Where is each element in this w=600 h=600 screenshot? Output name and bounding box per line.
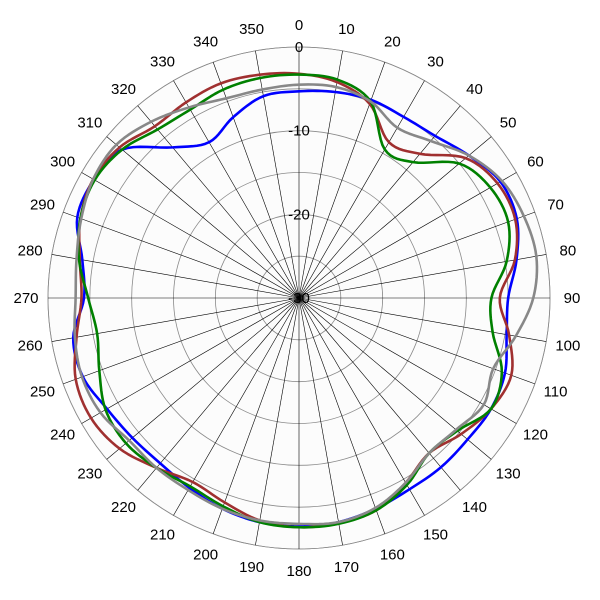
grid-spoke xyxy=(81,172,300,299)
angle-tick-label: 290 xyxy=(30,197,55,214)
angle-tick-label: 10 xyxy=(338,21,355,38)
grid-spoke xyxy=(298,297,535,385)
series-layer xyxy=(71,71,539,529)
angle-tick-label: 40 xyxy=(466,81,483,98)
angle-tick-label: 50 xyxy=(500,115,517,132)
radial-tick-label: 0 xyxy=(295,39,303,56)
angle-tick-label: 60 xyxy=(527,154,544,171)
grid-spoke xyxy=(212,297,300,534)
grid-spoke xyxy=(298,254,547,299)
grid-spoke xyxy=(81,297,300,424)
angle-tick-label: 210 xyxy=(150,526,175,543)
angle-tick-label: 350 xyxy=(239,21,264,38)
grid-spoke xyxy=(255,50,300,299)
angle-tick-label: 70 xyxy=(547,197,564,214)
angle-tick-label: 90 xyxy=(564,290,581,307)
angle-tick-label: 200 xyxy=(193,547,218,564)
grid-spoke xyxy=(51,297,300,342)
radial-tick-label: -20 xyxy=(288,206,310,223)
angle-tick-label: 0 xyxy=(295,17,303,34)
angle-tick-label: 330 xyxy=(150,54,175,71)
grid-spoke xyxy=(173,80,300,299)
angle-tick-label: 260 xyxy=(18,337,43,354)
grid-spoke xyxy=(298,297,425,516)
series-line-3 xyxy=(76,73,511,529)
angle-tick-label: 170 xyxy=(334,559,359,576)
angle-tick-label: 160 xyxy=(380,547,405,564)
angle-tick-label: 130 xyxy=(496,465,521,482)
grid-spoke xyxy=(298,297,492,460)
grid-spoke xyxy=(63,297,300,385)
grid-spoke xyxy=(106,136,300,299)
angle-tick-label: 220 xyxy=(111,499,136,516)
angle-tick-label: 110 xyxy=(544,383,568,400)
grid-spoke xyxy=(298,297,547,342)
radial-tick-label: -10 xyxy=(288,123,310,140)
angle-tick-label: 240 xyxy=(50,427,75,444)
angle-tick-label: 120 xyxy=(523,427,548,444)
angle-tick-label: 320 xyxy=(111,81,136,98)
angle-tick-label: 270 xyxy=(13,290,38,307)
grid-spoke xyxy=(298,105,461,299)
angle-tick-label: 340 xyxy=(193,33,218,50)
angle-tick-label: 250 xyxy=(30,383,55,400)
radial-tick-label: -30 xyxy=(288,290,310,307)
angle-tick-label: 80 xyxy=(560,243,577,260)
grid-spoke xyxy=(298,297,461,491)
angle-tick-label: 300 xyxy=(50,154,75,171)
grid-spoke xyxy=(212,62,300,299)
angle-tick-label: 310 xyxy=(77,115,102,132)
angle-tick-label: 20 xyxy=(384,33,401,50)
grid-spoke xyxy=(106,297,300,460)
grid-spoke xyxy=(51,254,300,299)
angle-tick-label: 140 xyxy=(462,499,487,516)
angle-tick-labels: 0 10 20 30 40 50 60 70 80 90 100 110 120 130 140 150 160… xyxy=(13,17,580,580)
angle-tick-label: 100 xyxy=(555,337,580,354)
grid-spoke xyxy=(298,211,535,299)
angle-tick-label: 180 xyxy=(286,563,311,580)
grid-spoke xyxy=(298,297,517,424)
series-line-4 xyxy=(73,83,539,526)
angle-tick-label: 230 xyxy=(77,465,102,482)
angle-tick-label: 30 xyxy=(427,54,444,71)
angle-tick-label: 150 xyxy=(423,526,448,543)
radial-tick-labels: 0 -10 -20 -30 xyxy=(288,39,310,307)
grid-spoke xyxy=(137,105,300,299)
grid-spoke xyxy=(298,297,386,534)
angle-tick-label: 190 xyxy=(239,559,264,576)
grid-spoke xyxy=(63,211,300,299)
grid-spoke xyxy=(137,297,300,491)
grid-spoke xyxy=(173,297,300,516)
grid-spoke xyxy=(298,172,517,299)
grid-spoke xyxy=(298,297,343,546)
grid-spoke xyxy=(255,297,300,546)
angle-tick-label: 280 xyxy=(18,243,43,260)
